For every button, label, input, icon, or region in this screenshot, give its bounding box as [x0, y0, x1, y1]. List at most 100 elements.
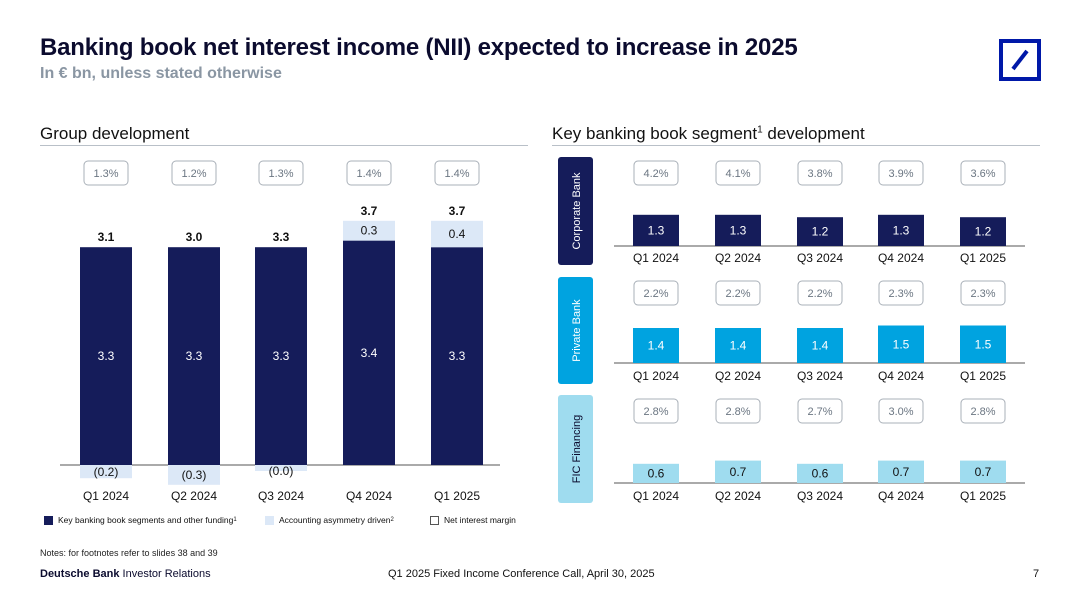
group-bar-accounting: [343, 220, 395, 241]
segment-nim-pill-label: 3.6%: [970, 168, 995, 180]
group-nim-pill-label: 1.3%: [93, 168, 118, 180]
segment-bar: [960, 217, 1006, 246]
segment-tick-label: Q1 2025: [960, 369, 1006, 383]
group-bar-key-segments: [80, 247, 132, 465]
logo-slash-icon: [1011, 49, 1029, 71]
segment-nim-pill-box: [633, 398, 679, 424]
segment-nim-pill-label: 2.2%: [807, 288, 832, 300]
segment-nim-pill-label: 3.8%: [807, 168, 832, 180]
segment-nim-pill-label: 2.3%: [888, 288, 913, 300]
segment-bar-label: 1.5: [893, 337, 910, 351]
segment-bar: [797, 217, 843, 246]
segment-bar-label: 1.3: [648, 223, 665, 237]
legend-item-key-segments: Key banking book segments and other fund…: [44, 515, 237, 525]
group-tick-label: Q4 2024: [346, 489, 392, 503]
segment-bar: [797, 328, 843, 363]
segment-bar-label: 1.4: [648, 339, 665, 353]
segment-nim-pill-box: [633, 280, 679, 306]
group-bar-accounting: [431, 220, 483, 248]
segment-nim-pill-label: 2.8%: [970, 406, 995, 418]
legend-swatch-light: [265, 515, 274, 525]
group-nim-pill-box: [171, 160, 217, 186]
segment-bar: [878, 460, 924, 483]
group-nim-pill-box: [83, 160, 129, 186]
segment-bar: [797, 463, 843, 483]
segment-bar: [960, 460, 1006, 483]
group-tick-label: Q3 2024: [258, 489, 304, 503]
group-chart-title: Group development: [40, 124, 190, 143]
segment-nim-pill-box: [960, 398, 1006, 424]
segment-tab-label: Private Bank: [571, 299, 583, 362]
segment-bar: [715, 460, 761, 483]
segment-tab-label: Corporate Bank: [571, 172, 583, 250]
segment-bar: [633, 214, 679, 246]
segment-bar: [715, 328, 761, 363]
group-total-label: 3.7: [449, 204, 466, 218]
segment-nim-pill-box: [797, 160, 843, 186]
page-subtitle: In € bn, unless stated otherwise: [40, 65, 282, 82]
group-bar-key-segments: [343, 240, 395, 465]
segment-nim-pill-label: 4.2%: [643, 168, 668, 180]
segment-bar-label: 0.7: [975, 465, 992, 479]
group-total-label: 3.3: [273, 230, 290, 244]
footnotes: Notes: for footnotes refer to slides 38 …: [40, 548, 218, 558]
segment-nim-pill-label: 3.0%: [888, 406, 913, 418]
segment-nim-pill-label: 2.3%: [970, 288, 995, 300]
segment-tab-1: [558, 277, 593, 384]
segment-tick-label: Q4 2024: [878, 489, 924, 503]
group-tick-label: Q1 2025: [434, 489, 480, 503]
page-title: Banking book net interest income (NII) e…: [40, 34, 798, 61]
segment-tick-label: Q3 2024: [797, 369, 843, 383]
group-nim-pill-label: 1.4%: [444, 168, 469, 180]
legend-swatch-outline: [430, 515, 439, 525]
segment-tick-label: Q1 2024: [633, 369, 679, 383]
segment-tick-label: Q1 2024: [633, 251, 679, 265]
segment-tick-label: Q2 2024: [715, 489, 761, 503]
segment-tick-label: Q1 2025: [960, 251, 1006, 265]
segment-nim-pill-label: 2.7%: [807, 406, 832, 418]
segment-tab-label: FIC Financing: [571, 415, 583, 483]
segment-nim-pill-label: 2.2%: [643, 288, 668, 300]
group-tick-label: Q2 2024: [171, 489, 217, 503]
group-bar-accounting: [255, 465, 307, 471]
group-bar-accounting-label: (0.3): [182, 468, 207, 482]
segment-bar-label: 1.2: [975, 225, 992, 239]
group-bar-key-label: 3.4: [361, 346, 378, 360]
group-nim-pill-box: [434, 160, 480, 186]
group-title-rule: [40, 145, 528, 146]
footer-brand: Deutsche Bank Investor Relations: [40, 568, 211, 580]
segment-nim-pill-label: 2.2%: [725, 288, 750, 300]
segment-bar-label: 1.2: [812, 225, 829, 239]
group-tick-label: Q1 2024: [83, 489, 129, 503]
segment-nim-pill-box: [797, 280, 843, 306]
group-bar-key-label: 3.3: [186, 349, 203, 363]
segment-tick-label: Q1 2025: [960, 489, 1006, 503]
segment-bar-label: 0.7: [730, 465, 747, 479]
group-bar-key-label: 3.3: [98, 349, 115, 363]
segment-bar-label: 0.6: [812, 466, 829, 480]
group-bar-accounting-label: (0.2): [94, 465, 119, 479]
segment-nim-pill-label: 4.1%: [725, 168, 750, 180]
segment-bar-label: 1.3: [893, 223, 910, 237]
group-total-label: 3.1: [98, 230, 115, 244]
segment-nim-pill-label: 3.9%: [888, 168, 913, 180]
segment-bar: [633, 463, 679, 483]
legend-item-accounting: Accounting asymmetry driven 2: [265, 515, 394, 525]
segment-nim-pill-label: 2.8%: [725, 406, 750, 418]
group-bar-accounting-label: 0.4: [449, 227, 466, 241]
segment-bar-label: 0.7: [893, 465, 910, 479]
segment-bar: [633, 328, 679, 363]
segment-nim-pill-box: [878, 280, 924, 306]
group-bar-key-label: 3.3: [449, 349, 466, 363]
segment-tab-0: [558, 157, 593, 265]
group-nim-pill-label: 1.3%: [268, 168, 293, 180]
segment-nim-pill-box: [633, 160, 679, 186]
deutsche-bank-logo: [999, 39, 1041, 81]
segment-nim-pill-box: [960, 160, 1006, 186]
group-bar-key-segments: [168, 247, 220, 465]
segment-nim-pill-box: [878, 398, 924, 424]
segment-tick-label: Q4 2024: [878, 369, 924, 383]
segment-tick-label: Q2 2024: [715, 251, 761, 265]
segment-bar: [715, 214, 761, 246]
segment-nim-pill-box: [960, 280, 1006, 306]
